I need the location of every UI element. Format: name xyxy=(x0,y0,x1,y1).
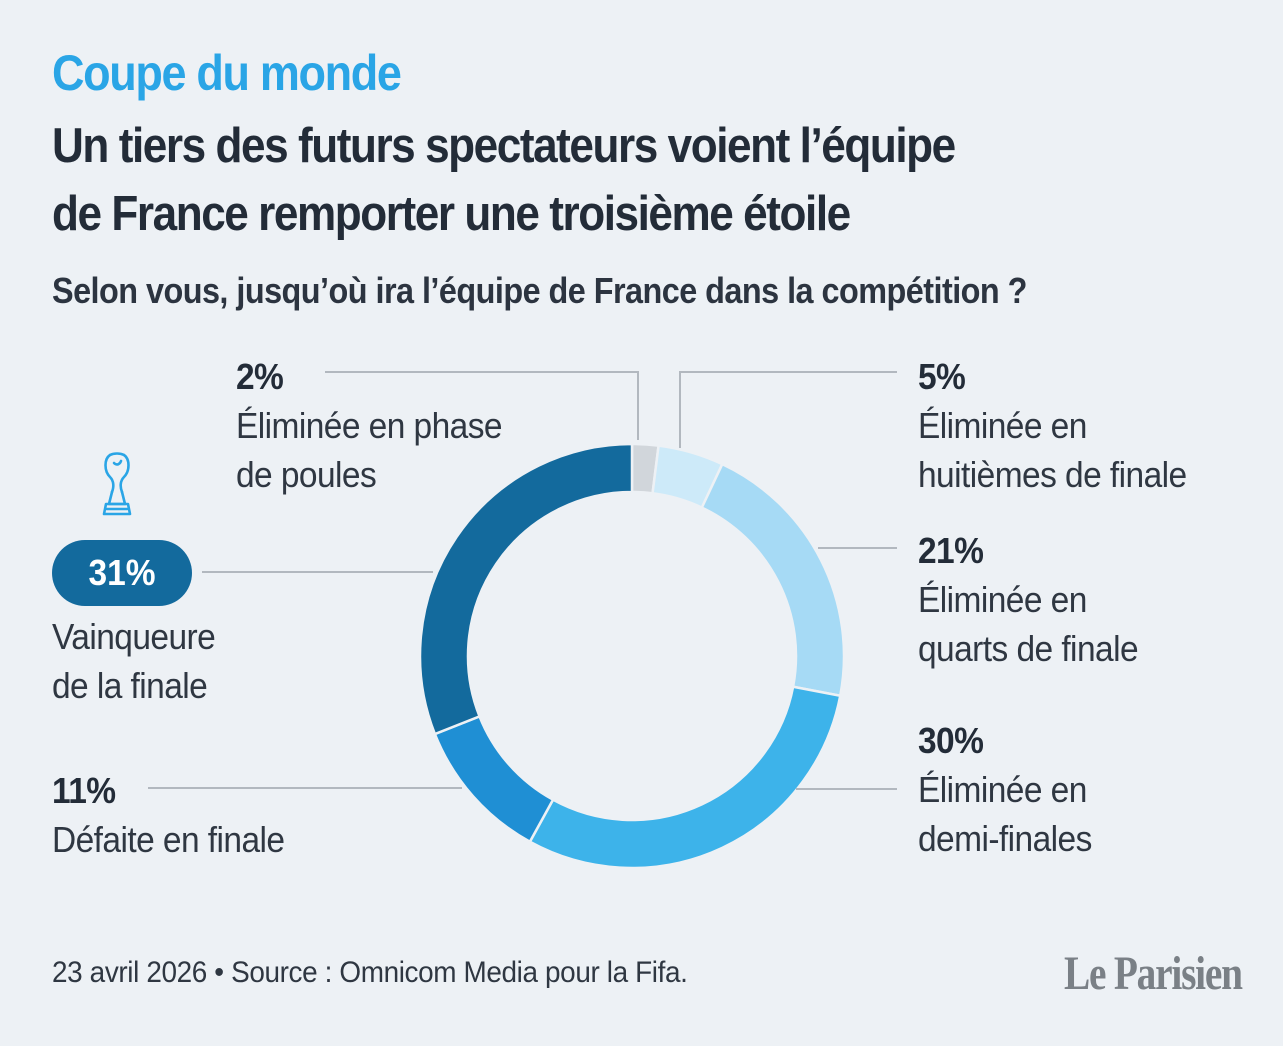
label-poules-text-2: de poules xyxy=(236,454,377,495)
label-demi: 30% Éliminée en demi-finales xyxy=(918,716,1092,863)
label-poules: 2% Éliminée en phase de poules xyxy=(236,352,503,499)
winner-value-pill: 31% xyxy=(52,540,192,606)
leader-line-huitiemes xyxy=(679,371,897,448)
label-defaite: 11% Défaite en finale xyxy=(52,766,285,864)
label-poules-value: 2% xyxy=(236,356,284,397)
label-defaite-value: 11% xyxy=(52,770,116,811)
title-line-2: de France remporter une troisième étoile xyxy=(52,187,851,241)
kicker: Coupe du monde xyxy=(52,45,402,101)
label-huitiemes-text-1: Éliminée en xyxy=(918,405,1087,446)
leader-line-poules xyxy=(325,371,639,440)
donut-slice-6 xyxy=(418,442,634,736)
label-huitiemes-text-2: huitièmes de finale xyxy=(918,454,1187,495)
chart-question: Selon vous, jusqu’où ira l’équipe de Fra… xyxy=(52,270,1027,311)
label-defaite-text-1: Défaite en finale xyxy=(52,819,285,860)
label-huitiemes-value: 5% xyxy=(918,356,966,397)
label-vainqueure-text-1: Vainqueure xyxy=(52,616,216,657)
donut-slice-5 xyxy=(433,714,555,844)
label-huitiemes: 5% Éliminée en huitièmes de finale xyxy=(918,352,1187,499)
source-footer: 23 avril 2026 • Source : Omnicom Media p… xyxy=(52,956,688,989)
le-parisien-logo: Le Parisien xyxy=(1064,947,1243,1000)
title-line-1: Un tiers des futurs spectateurs voient l… xyxy=(52,119,956,173)
label-quarts-text-1: Éliminée en xyxy=(918,579,1087,620)
donut-slice-4 xyxy=(528,685,842,870)
label-quarts-text-2: quarts de finale xyxy=(918,628,1139,669)
label-quarts: 21% Éliminée en quarts de finale xyxy=(918,526,1139,673)
donut-slices xyxy=(418,442,846,870)
donut-slice-3 xyxy=(700,462,846,698)
label-demi-text-1: Éliminée en xyxy=(918,769,1087,810)
label-vainqueure-text-2: de la finale xyxy=(52,665,208,706)
label-poules-text-1: Éliminée en phase xyxy=(236,405,503,446)
label-vainqueure-value: 31% xyxy=(88,552,156,593)
label-vainqueure: Vainqueure de la finale xyxy=(52,612,216,710)
label-quarts-value: 21% xyxy=(918,530,984,571)
leader-lines xyxy=(148,371,897,790)
chart-title: Un tiers des futurs spectateurs voient l… xyxy=(52,112,956,248)
label-demi-value: 30% xyxy=(918,720,984,761)
trophy-icon xyxy=(100,452,134,523)
label-demi-text-2: demi-finales xyxy=(918,818,1092,859)
